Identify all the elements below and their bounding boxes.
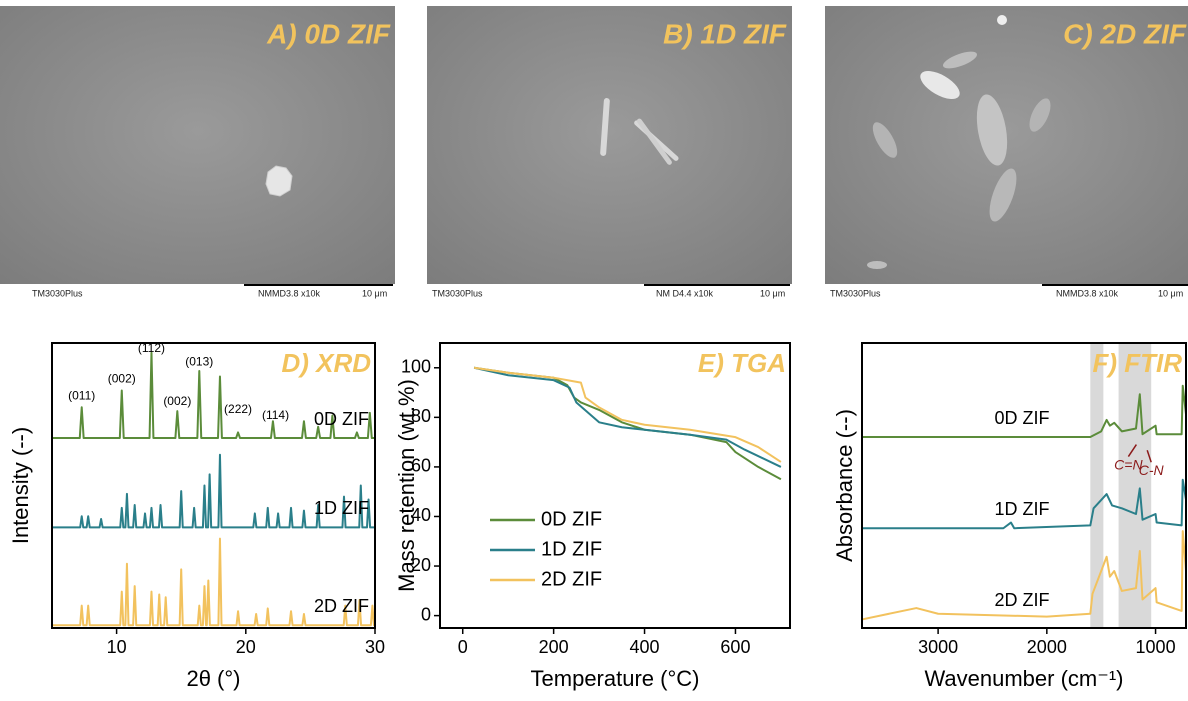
legend-label: 0D ZIF [541,508,602,530]
flake [872,122,898,158]
series-line [52,453,375,529]
series-label: 2D ZIF [314,596,369,616]
series-label: 1D ZIF [314,498,369,518]
rod [600,98,610,156]
shaded-region [1118,343,1152,628]
x-tick-label: 400 [630,637,660,657]
rod [636,118,672,165]
x-tick-label: 30 [365,637,385,657]
x-tick-label: 2000 [1027,637,1067,657]
y-tick-label: 0 [421,604,431,624]
annotation-arrow [1127,444,1138,457]
plot-frame [861,342,1187,629]
x-tick-label: 10 [107,637,127,657]
shaded-region [1090,343,1104,628]
series-label: 0D ZIF [314,409,369,429]
x-axis-label: Temperature (°C) [531,666,700,691]
chart: 0 200 400 600 0 20 40 60 80 100 Temperature (°C) Ma… [394,342,791,691]
legend-label: 1D ZIF [541,538,602,560]
chart-title: D) XRD [281,348,371,378]
particle [997,15,1007,25]
series-line [52,537,375,627]
sem-image [0,6,395,284]
sem-panel: TM3030Plus NMMD3.8 x10k 10 μm A) 0D ZIF [0,6,395,300]
x-axis-label: 2θ (°) [186,666,240,691]
x-tick-label: 0 [458,637,468,657]
annotation: (002) [163,394,191,408]
series-line [473,366,782,463]
series-line [862,478,1187,530]
annotation: (114) [262,408,289,422]
sem-footer [427,284,792,300]
instrument: TM3030Plus [830,288,881,298]
instrument: TM3030Plus [432,288,483,298]
y-tick-label: 100 [401,357,431,377]
x-tick-label: 3000 [918,637,958,657]
sem-footer [0,284,395,300]
x-tick-label: 1000 [1136,637,1176,657]
sem-image [427,6,792,284]
flake [976,94,1008,166]
flake [942,51,978,69]
flake [867,261,887,269]
panel-label: B) 1D ZIF [663,18,787,49]
particle [265,165,293,197]
x-tick-label: 200 [539,637,569,657]
annotation: C=N [1114,456,1143,472]
settings: NMMD3.8 x10k [1056,288,1119,298]
series-line [861,530,1187,621]
chart-title: E) TGA [698,348,786,378]
series-line [862,384,1187,439]
series-label: 2D ZIF [994,590,1049,610]
series-line [473,366,782,481]
series-label: 0D ZIF [994,408,1049,428]
y-tick-label: 40 [411,505,431,525]
series-line [52,351,375,439]
chart: 10 20 30 2θ (°) Intensity (--) D) XRD (011) (00… [8,341,385,691]
annotation: (013) [185,355,213,369]
sem-footer [825,284,1188,300]
y-tick-label: 20 [411,555,431,575]
instrument: TM3030Plus [32,288,83,298]
settings: NMMD3.8 x10k [258,288,321,298]
annotation: (011) [68,388,95,402]
sem-panel: TM3030Plus NMMD3.8 x10k 10 μm C) 2D ZIF [825,6,1188,300]
panel-label: A) 0D ZIF [266,18,391,49]
flake [989,168,1017,222]
scale: 10 μm [1158,288,1183,298]
y-axis-label: Mass retention (wt.%) [394,379,419,592]
chart: 3000 2000 1000 Wavenumber (cm⁻¹) Absorbance … [832,342,1187,691]
scale: 10 μm [362,288,387,298]
y-tick-label: 80 [411,406,431,426]
chart-title: F) FTIR [1092,348,1182,378]
series-line [473,366,782,468]
y-axis-label: Intensity (--) [8,427,33,544]
legend-label: 2D ZIF [541,568,602,590]
settings: NM D4.4 x10k [656,288,714,298]
annotation: (112) [138,341,165,355]
flake [920,71,960,99]
y-axis-label: Absorbance (--) [832,409,857,562]
panel-label: C) 2D ZIF [1063,18,1187,49]
x-tick-label: 20 [236,637,256,657]
y-tick-label: 60 [411,456,431,476]
series-label: 1D ZIF [994,499,1049,519]
flake [1029,98,1051,132]
scale: 10 μm [760,288,785,298]
annotation: (002) [108,371,136,385]
annotation: (222) [224,402,252,416]
x-axis-label: Wavenumber (cm⁻¹) [924,666,1123,691]
plot-frame [439,342,791,629]
annotation: C-N [1139,462,1165,478]
x-tick-label: 600 [720,637,750,657]
sem-panel: TM3030Plus NM D4.4 x10k 10 μm B) 1D ZIF [427,6,792,300]
annotation-arrow [1146,450,1152,463]
plot-frame [51,342,376,629]
